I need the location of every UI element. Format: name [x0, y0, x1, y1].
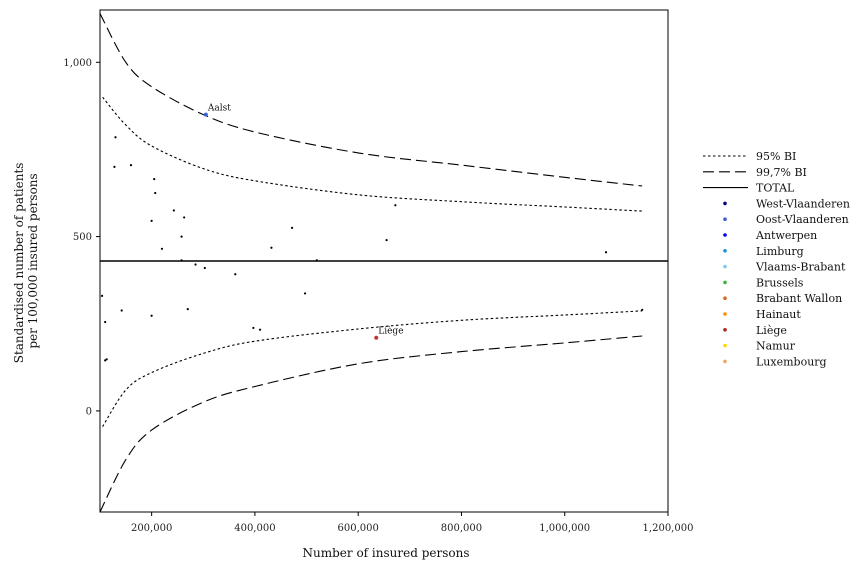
point-label-aalst: Aalst	[207, 104, 231, 114]
data-point-6	[153, 177, 156, 181]
legend-label-namur: Namur	[756, 340, 796, 353]
data-point-25	[120, 309, 123, 312]
legend-marker-vlaams-brabant	[723, 264, 727, 269]
series-95-bi-lower-limit	[102, 310, 643, 427]
y-axis-title-line-2: per 100,000 insured persons	[26, 173, 40, 348]
plot-frame	[99, 9, 669, 513]
data-point-30	[258, 328, 262, 331]
x-tick-label: 400,000	[234, 523, 275, 534]
x-tick-label: 200,000	[131, 523, 172, 534]
series-95-bi-upper-limit	[102, 96, 643, 212]
legend-label-hainaut: Hainaut	[756, 308, 801, 321]
y-tick-label: 1,000	[63, 58, 92, 69]
legend-marker-west-vlaanderen	[723, 201, 727, 206]
x-tick-label: 600,000	[338, 523, 379, 534]
legend-marker-luxembourg	[723, 359, 727, 364]
legend-label-west-vlaanderen: West-Vlaanderen	[756, 197, 850, 210]
x-axis: 200,000 400,000 600,000 800,000 1,000,000 1,2…	[131, 512, 693, 534]
legend-label-oost-vlaanderen: Oost-Vlaanderen	[756, 213, 849, 226]
data-point-14	[270, 246, 273, 249]
x-tick-label: 800,000	[441, 523, 482, 534]
data-point-23	[100, 294, 104, 297]
series-99-7-bi-upper-limit	[100, 13, 643, 187]
data-point-18	[180, 259, 183, 262]
series-99-7-bi-lower-limit	[100, 335, 643, 512]
legend-label-antwerpen: Antwerpen	[755, 229, 817, 242]
legend-marker-limburg	[723, 249, 727, 253]
legend-label-li-ge: Liège	[756, 324, 787, 337]
data-point-2	[374, 335, 379, 340]
y-axis-title-line-1: Standardised number of patients	[12, 163, 26, 364]
data-point-22	[234, 273, 237, 276]
y-tick-label: 0	[86, 406, 92, 417]
data-point-33	[641, 308, 644, 311]
legend-label-total: TOTAL	[756, 182, 795, 195]
data-point-9	[183, 216, 186, 219]
legend-marker-oost-vlaanderen	[723, 217, 727, 221]
legend-label-limburg: Limburg	[756, 245, 804, 258]
x-tick-label: 1,000,000	[539, 523, 590, 534]
legend-label-95-bi: 95% BI	[756, 150, 796, 163]
legend-marker-namur	[723, 343, 727, 348]
data-point-5	[129, 164, 133, 167]
legend-label-vlaams-brabant: Vlaams-Brabant	[755, 261, 846, 274]
point-label-li-ge: Liège	[378, 326, 403, 337]
data-point-4	[113, 165, 116, 168]
data-point-17	[604, 251, 608, 254]
legend-marker-li-ge	[723, 328, 727, 332]
plot-area	[100, 13, 668, 512]
data-point-20	[194, 263, 197, 266]
x-axis-title: Number of insured persons	[303, 546, 470, 560]
data-point-11	[180, 235, 183, 238]
data-point-12	[160, 247, 164, 250]
data-point-28	[104, 320, 107, 324]
legend-marker-antwerpen	[723, 233, 727, 237]
data-point-10	[150, 219, 153, 223]
data-point-13	[290, 226, 294, 229]
data-point-15	[394, 204, 397, 207]
legend-marker-brabant-wallon	[723, 296, 727, 301]
data-point-8	[172, 209, 175, 212]
x-tick-label: 1,200,000	[643, 523, 694, 534]
data-point-19	[315, 259, 318, 262]
legend: 95% BI 99,7% BI TOTAL West-Vlaanderen Oost-V…	[703, 150, 850, 368]
data-point-32	[105, 358, 108, 361]
y-tick-label: 500	[73, 232, 92, 243]
data-point-31	[104, 359, 107, 362]
legend-label-brussels: Brussels	[756, 276, 804, 289]
point-labels: Aalst Liège	[207, 104, 404, 337]
legend-label-luxembourg: Luxembourg	[756, 355, 827, 368]
y-axis: 0 500 1,000	[63, 58, 100, 417]
data-point-26	[186, 308, 189, 311]
legend-label-brabant-wallon: Brabant Wallon	[756, 292, 842, 305]
data-point-29	[252, 326, 255, 330]
legend-label-99-7-bi: 99,7% BI	[756, 166, 807, 179]
data-point-21	[203, 266, 206, 270]
data-point-1	[203, 112, 208, 117]
data-point-3	[114, 136, 117, 139]
data-point-16	[385, 238, 388, 242]
y-axis-title: Standardised number of patients per 100,…	[12, 159, 40, 364]
data-point-27	[150, 314, 153, 317]
legend-marker-hainaut	[723, 312, 727, 316]
data-point-24	[303, 292, 307, 295]
data-point-7	[154, 191, 157, 195]
legend-marker-brussels	[723, 280, 727, 285]
